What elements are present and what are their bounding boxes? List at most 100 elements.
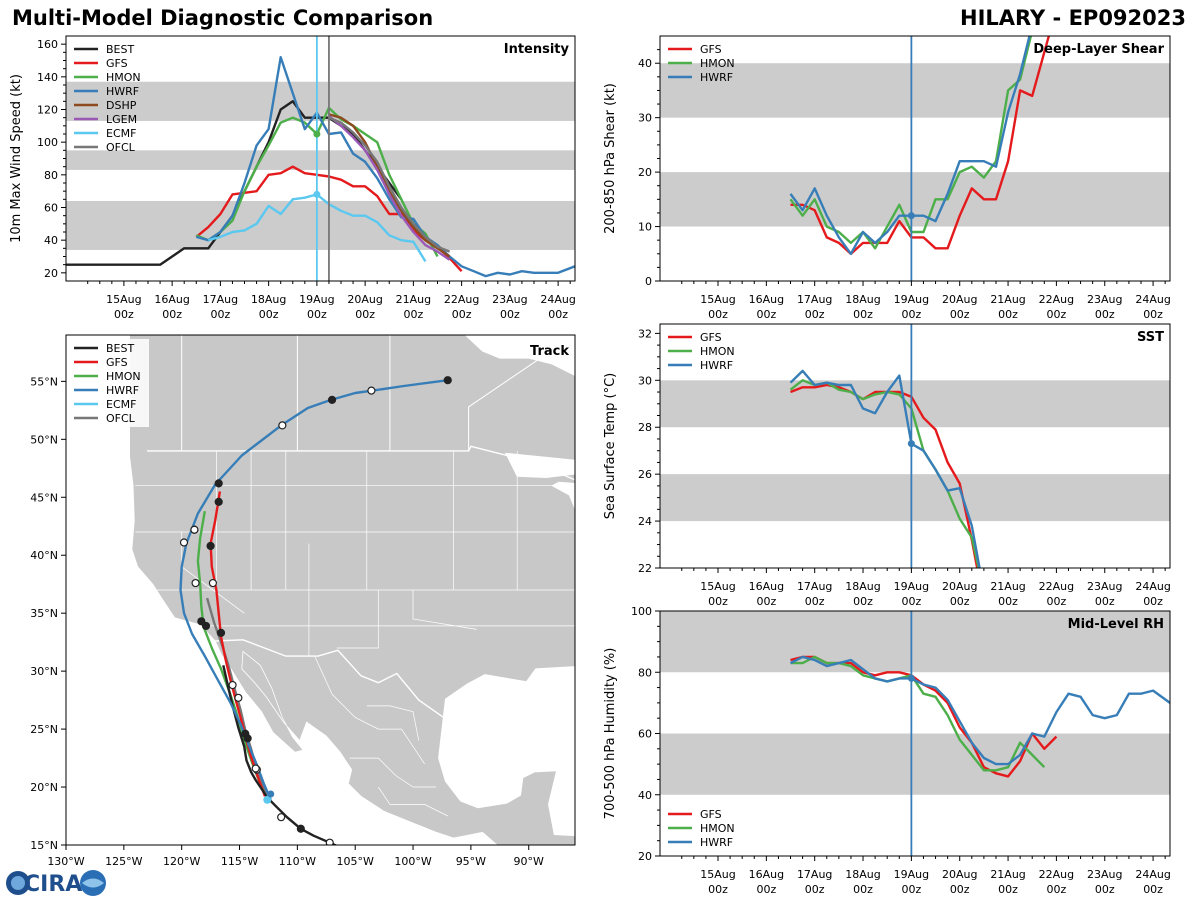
track-border-nm-tx (336, 590, 379, 649)
shear-series-gfs (790, 36, 1051, 256)
sst-xtick-date: 19Aug (894, 580, 929, 593)
track-legend-bg (69, 339, 149, 427)
intensity-xtick-date: 20Aug (347, 293, 382, 306)
rh-xtick-date: 18Aug (845, 868, 880, 881)
intensity-ytick-label: 60 (44, 202, 58, 215)
intensity-legend-label-gfs: GFS (106, 57, 128, 70)
shear-xtick-hour: 00z (708, 308, 728, 321)
sst-xtick-date: 18Aug (845, 580, 880, 593)
shear-series-hmon (789, 36, 1033, 250)
sst-legend-label-hwrf: HWRF (700, 359, 733, 372)
track-map-area (66, 335, 575, 845)
rh-plot-area (789, 655, 1170, 778)
sst-xtick-hour: 00z (805, 595, 825, 608)
rh-ytick-label: 100 (631, 605, 652, 618)
intensity-legend-label-hmon: HMON (106, 71, 141, 84)
track-marker-hmon (241, 729, 250, 738)
rh-xtick-date: 22Aug (1039, 868, 1074, 881)
track-marker-hmon (191, 578, 200, 588)
intensity-xtick-hour: 00z (259, 308, 279, 321)
rh-series-hwrf (789, 655, 1170, 766)
rh-xtick-hour: 00z (901, 883, 921, 896)
intensity-xtick-hour: 00z (307, 308, 327, 321)
intensity-xtick-hour: 00z (114, 308, 134, 321)
shear-xtick-hour: 00z (901, 308, 921, 321)
track-map: 130°W 125°W 120°W 115°W 110°W 105°W 100°W 95°W 9… (30, 334, 576, 868)
shear-xtick-date: 20Aug (942, 293, 977, 306)
shear-xtick-hour: 00z (1095, 308, 1115, 321)
rh-xtick-date: 23Aug (1087, 868, 1122, 881)
track-mexico-state-2 (366, 705, 420, 741)
intensity-legend-label-dshp: DSHP (106, 99, 137, 112)
track-marker-gfs (208, 578, 218, 588)
intensity-xtick-date: 17Aug (203, 293, 238, 306)
shear-ytick-label: 40 (638, 57, 652, 70)
rh-xtick-hour: 00z (853, 883, 873, 896)
track-marker-hwrf (190, 525, 199, 534)
sst-frame (659, 323, 1171, 569)
rh-ytick-label: 80 (638, 666, 652, 679)
track-marker-hwrf (327, 395, 337, 405)
sst-chart: 22 24 26 28 30 32 15Aug 00z 16Aug 00z 17Aug 00z 18Au… (603, 323, 1171, 608)
rh-band-1 (660, 611, 1170, 673)
page-title: Multi-Model Diagnostic Comparison (12, 6, 434, 30)
rh-legend-label-hwrf: HWRF (700, 836, 733, 849)
intensity-ytick-label: 160 (37, 38, 58, 51)
track-ecmf-marker (263, 795, 272, 804)
track-series-best (222, 665, 338, 845)
track-lake-michigan (551, 481, 575, 510)
shear-xtick-date: 23Aug (1087, 293, 1122, 306)
rh-analysis-marker (907, 674, 915, 682)
track-marker-gfs (234, 693, 243, 702)
shear-ytick-label: 0 (645, 275, 652, 288)
shear-legend-label-hmon: HMON (700, 57, 735, 70)
shear-ytick-label: 20 (638, 166, 652, 179)
rh-band-0 (660, 733, 1170, 795)
sst-ylabel: Sea Surface Temp (°C) (603, 373, 618, 520)
track-mexico-state-3 (349, 757, 437, 788)
intensity-xtick-date: 15Aug (106, 293, 141, 306)
track-xtick-label: 100°W (394, 855, 431, 868)
shear-band-1 (660, 63, 1170, 118)
shear-legend-label-gfs: GFS (700, 43, 722, 56)
rh-xtick-date: 17Aug (797, 868, 832, 881)
sst-xtick-hour: 00z (756, 595, 776, 608)
track-border-mb-on (468, 335, 544, 451)
track-ytick-label: 25°N (30, 723, 58, 736)
sst-xtick-hour: 00z (853, 595, 873, 608)
intensity-ecmf-marker (313, 190, 321, 198)
intensity-xtick-date: 16Aug (154, 293, 189, 306)
cira-logo-swirl (82, 878, 104, 888)
rh-legend-label-hmon: HMON (700, 822, 735, 835)
track-marker-gfs (214, 497, 223, 507)
track-ytick-label: 20°N (30, 781, 58, 794)
intensity-band-2 (66, 81, 575, 121)
track-border-us-mexico (215, 639, 446, 720)
intensity-series-ofcl (328, 116, 451, 253)
sst-xtick-hour: 00z (950, 595, 970, 608)
sst-xtick-date: 23Aug (1087, 580, 1122, 593)
intensity-xtick-hour: 00z (452, 308, 472, 321)
intensity-hmon-marker (313, 130, 321, 138)
rh-ytick-label: 40 (638, 789, 652, 802)
rh-xtick-date: 24Aug (1135, 868, 1170, 881)
intensity-chart: 20 40 60 80 100 120 140 160 15Aug 00z 16Aug 00z 17Au… (9, 35, 576, 321)
shear-xtick-date: 15Aug (700, 293, 735, 306)
track-marker-best (325, 838, 334, 845)
intensity-xtick-date: 24Aug (540, 293, 575, 306)
track-legend-label-best: BEST (106, 342, 134, 355)
intensity-ylabel: 10m Max Wind Speed (kt) (9, 74, 24, 243)
track-marker-hwrf (179, 538, 189, 547)
track-xtick-label: 105°W (337, 855, 374, 868)
intensity-band-0 (66, 200, 575, 250)
rh-series-hmon (790, 655, 1046, 772)
sst-xtick-hour: 00z (1143, 595, 1163, 608)
track-ytick-label: 55°N (30, 375, 58, 388)
track-mexico-state-1 (314, 655, 425, 765)
shear-band-0 (660, 172, 1170, 227)
rh-xtick-hour: 00z (756, 883, 776, 896)
rh-xtick-date: 20Aug (942, 868, 977, 881)
sst-ytick-label: 30 (638, 374, 652, 387)
track-legend-label-ecmf: ECMF (106, 398, 136, 411)
